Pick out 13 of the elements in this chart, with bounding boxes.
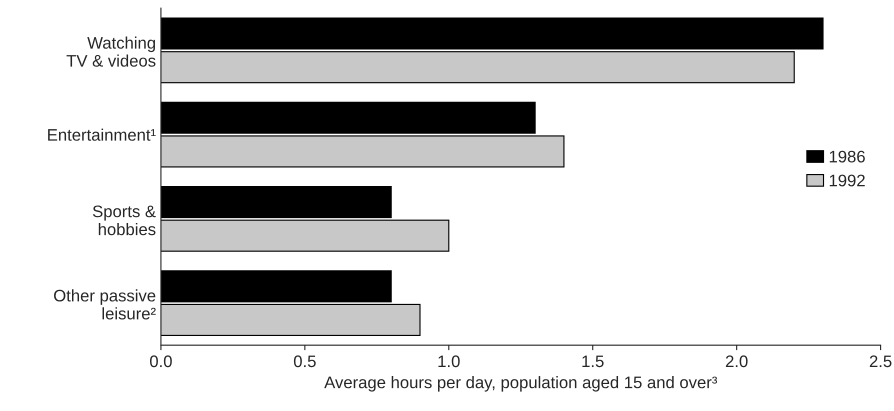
x-tick-label: 1.0 [438,355,460,368]
x-tick-label: 1.5 [582,356,604,368]
legend-label: 1992 [830,174,865,186]
y-tick-label: Entertainment¹ [48,128,156,141]
x-tick-label: 0.5 [294,355,316,368]
legend-label: 1986 [830,150,865,163]
x-axis-title: Average hours per day, population aged 15 and over³ [324,376,718,392]
y-tick-label: Watching TV & videos [66,36,156,67]
x-tick-label: 2.5 [870,355,892,368]
y-tick-label: Sports & hobbies [92,205,156,236]
y-tick-label: Other passive leisure² [54,289,156,320]
x-tick-label: 2.0 [726,355,748,368]
x-tick-label: 0.0 [150,355,172,368]
